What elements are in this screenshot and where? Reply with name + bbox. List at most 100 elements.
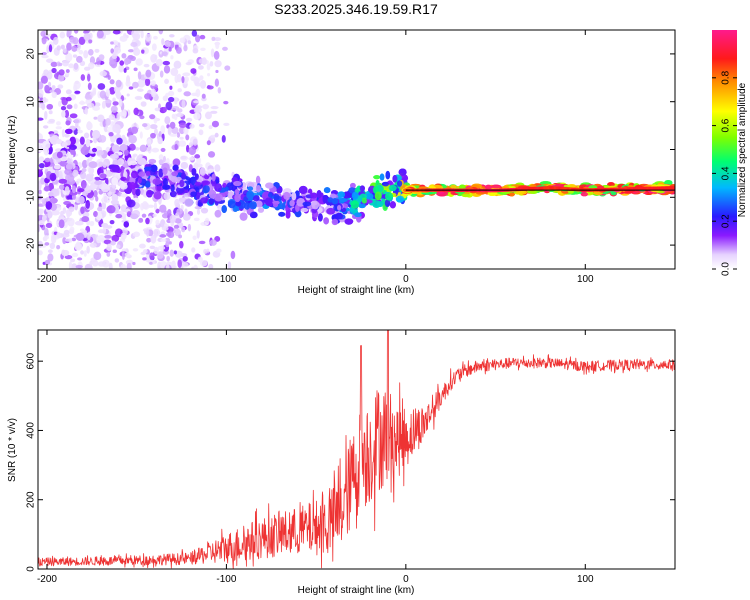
heatmap-cell [78, 196, 85, 205]
heatmap-cell [148, 158, 157, 164]
heatmap-cell [65, 139, 71, 146]
colorbar: 0.0 0.2 0.4 0.6 0.8 Normalized spectral ampl… [712, 30, 748, 276]
heatmap-cell [300, 207, 309, 213]
heatmap-cell [159, 234, 167, 238]
heatmap-cell [190, 176, 197, 186]
heatmap-cell [38, 132, 41, 136]
heatmap-cell [51, 210, 60, 216]
x-tick-label: 0 [403, 274, 409, 285]
heatmap-cell [180, 262, 189, 268]
heatmap-cell [105, 117, 111, 126]
heatmap-cell [298, 185, 308, 194]
heatmap-cell [127, 49, 135, 53]
heatmap-cell [177, 88, 182, 93]
x-tick-label: -100 [216, 574, 236, 585]
heatmap-cell [490, 184, 502, 189]
heatmap-cell [210, 48, 215, 58]
heatmap-cell [102, 161, 107, 168]
heatmap-cell [150, 88, 157, 98]
colorbar-tick-label: 0.4 [721, 166, 732, 180]
heatmap-cell [118, 98, 123, 108]
y-tick-label: 0 [26, 146, 37, 152]
heatmap-cell [73, 62, 79, 70]
heatmap-cell [112, 159, 122, 165]
heatmap-cell [170, 184, 175, 193]
heatmap-cell [192, 235, 197, 241]
heatmap-cell [172, 158, 181, 167]
heatmap-cell [140, 101, 147, 107]
heatmap-cell [112, 249, 117, 253]
heatmap-cell [150, 80, 157, 86]
heatmap-cell [146, 228, 150, 237]
y-tick-label: 600 [26, 352, 37, 369]
heatmap-cell [326, 207, 336, 215]
heatmap-cell [73, 118, 82, 124]
heatmap-cell [201, 57, 207, 65]
heatmap-cell [45, 201, 53, 210]
heatmap-cell [57, 84, 64, 89]
heatmap-cell [145, 170, 151, 177]
heatmap-cell [133, 107, 139, 116]
heatmap-cell [316, 189, 322, 199]
heatmap-cell [122, 216, 127, 221]
heatmap-cell [247, 186, 254, 191]
heatmap-cell [169, 133, 178, 137]
heatmap-cell [151, 147, 160, 153]
spectrogram-x-axis: -200 -100 0 100 [37, 30, 594, 285]
heatmap-cell [102, 195, 109, 204]
heatmap-cell [65, 96, 72, 102]
heatmap-cell [190, 75, 196, 82]
heatmap-cell [140, 30, 144, 39]
heatmap-cell [81, 159, 88, 169]
heatmap-cell [145, 254, 151, 263]
colorbar-tick-label: 0.0 [721, 262, 732, 276]
heatmap-cell [124, 252, 130, 257]
heatmap-cell [139, 144, 147, 153]
heatmap-cell [173, 60, 182, 69]
heatmap-cell [178, 234, 183, 239]
heatmap-cell [68, 63, 74, 69]
heatmap-cell [135, 188, 141, 196]
heatmap-cell [144, 93, 152, 100]
heatmap-cell [112, 101, 119, 106]
heatmap-cell [179, 240, 184, 249]
heatmap-cell [192, 138, 198, 146]
heatmap-cell [143, 249, 148, 254]
x-tick-label: -200 [37, 274, 57, 285]
heatmap-cell [81, 216, 90, 223]
heatmap-cell [170, 67, 179, 77]
heatmap-cell [145, 182, 151, 188]
heatmap-cell [392, 174, 398, 183]
y-tick-label: -10 [26, 190, 37, 205]
heatmap-cell [75, 264, 83, 269]
heatmap-cell [174, 143, 178, 151]
heatmap-cell [159, 204, 167, 213]
colorbar-ticks: 0.0 0.2 0.4 0.6 0.8 [712, 70, 737, 276]
heatmap-cell [77, 129, 83, 134]
heatmap-cell [48, 44, 53, 53]
heatmap-cell [122, 136, 127, 146]
heatmap-cell [128, 86, 134, 90]
heatmap-cell [376, 200, 384, 208]
heatmap-cell [56, 151, 63, 159]
heatmap-cell [111, 193, 119, 202]
heatmap-cell [96, 30, 104, 39]
heatmap-cell [154, 107, 161, 112]
heatmap-cell [58, 219, 65, 229]
heatmap-cell [155, 219, 160, 226]
colorbar-gradient [712, 30, 737, 269]
heatmap-cell [87, 82, 92, 91]
heatmap-cell [169, 34, 175, 38]
heatmap-cell [174, 198, 180, 208]
heatmap-cell [123, 58, 130, 65]
heatmap-cell [216, 248, 222, 253]
heatmap-cell [150, 132, 156, 139]
heatmap-cell [120, 193, 128, 198]
heatmap-cell [89, 242, 97, 248]
heatmap-cell [115, 213, 123, 219]
heatmap-cell [203, 248, 208, 254]
heatmap-cell [185, 62, 192, 66]
heatmap-cell [84, 94, 92, 100]
heatmap-cell [162, 177, 168, 187]
heatmap-cell [121, 251, 125, 260]
